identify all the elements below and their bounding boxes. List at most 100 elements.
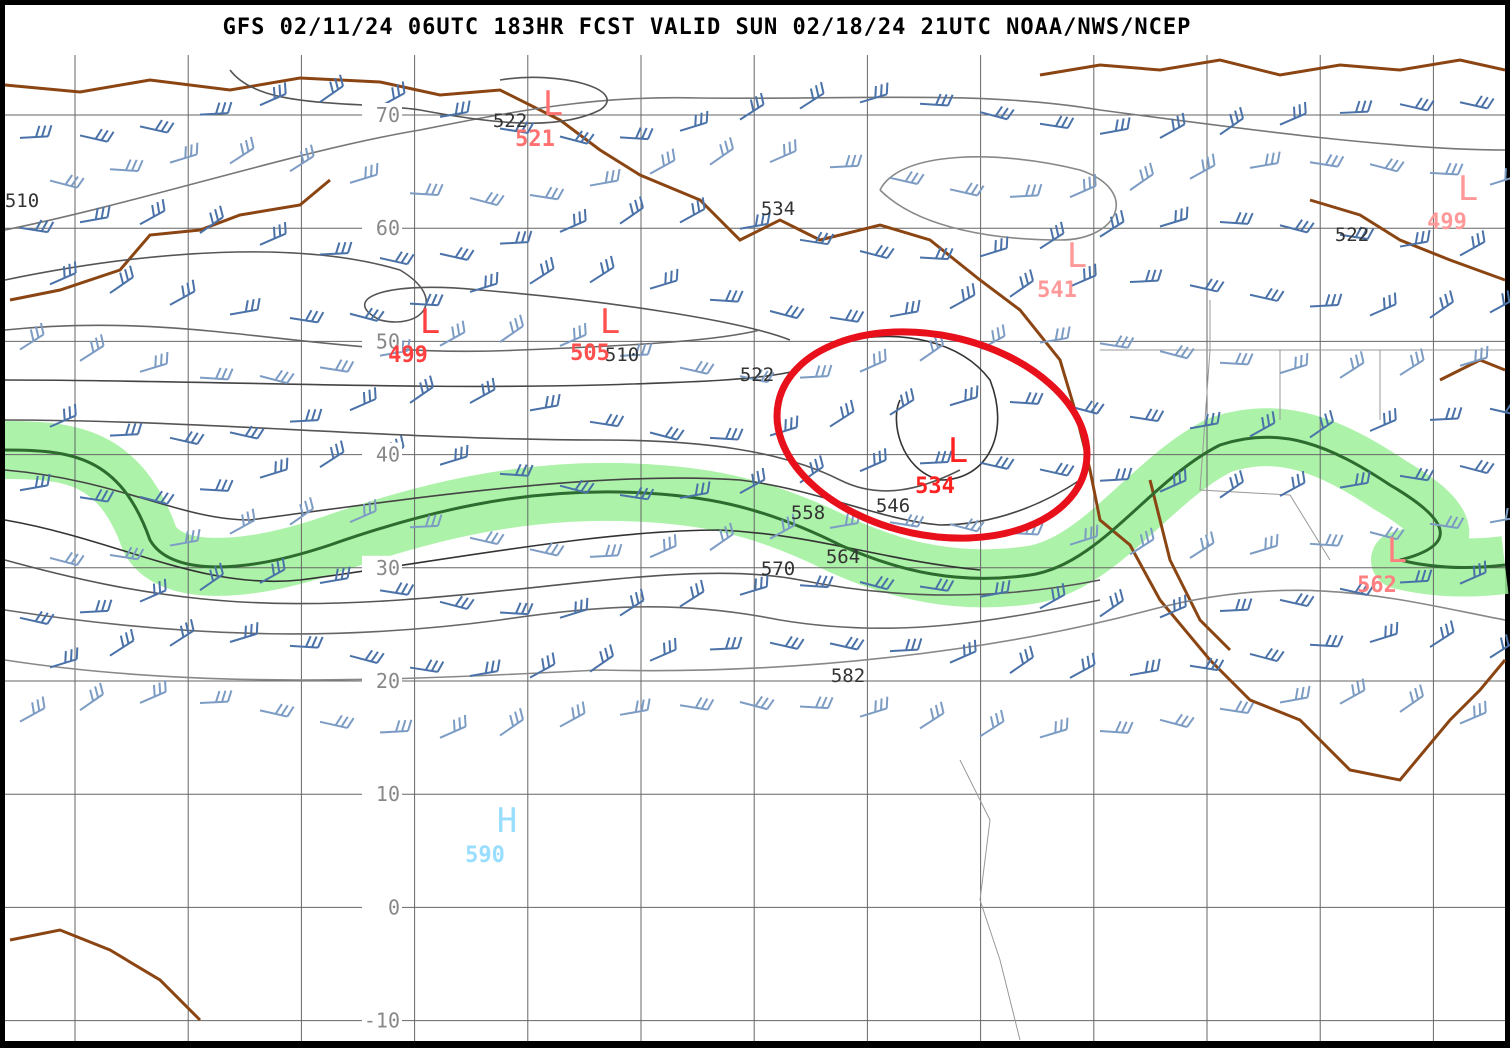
barb-flag xyxy=(1000,238,1003,250)
barb-flag xyxy=(917,638,923,650)
barb-flag xyxy=(190,432,199,444)
barb-shaft xyxy=(169,539,198,547)
barb-flag xyxy=(1325,634,1332,647)
barb-flag xyxy=(272,87,276,99)
barb-flag xyxy=(424,378,430,391)
barb-flag xyxy=(1178,597,1182,609)
wind-barb xyxy=(859,244,895,260)
wind-barb xyxy=(1339,351,1365,379)
barb-flag xyxy=(341,241,347,254)
barb-flag xyxy=(362,504,366,516)
barb-flag xyxy=(515,463,522,476)
barb-flag xyxy=(1084,528,1087,540)
barb-flag xyxy=(305,409,311,422)
barb-flag xyxy=(1206,156,1211,169)
barb-flag xyxy=(129,265,134,278)
barb-flag xyxy=(1114,213,1120,226)
barb-flag xyxy=(724,525,730,538)
wind-barb xyxy=(1309,154,1345,168)
barb-flag xyxy=(1174,344,1183,356)
barb-flag xyxy=(281,557,286,570)
barb-flag xyxy=(571,707,576,720)
barb-shaft xyxy=(439,600,468,610)
wind-barb xyxy=(199,690,233,705)
wind-barb xyxy=(889,170,925,185)
wind-barb xyxy=(799,231,835,246)
barb-shaft xyxy=(949,396,978,407)
barb-flag xyxy=(947,247,954,260)
barb-flag xyxy=(101,599,107,612)
wind-barb xyxy=(1309,409,1334,439)
barb-shaft xyxy=(1369,632,1398,644)
height-contour xyxy=(4,251,791,341)
wind-barb xyxy=(1399,569,1433,584)
wind-barb xyxy=(199,101,233,116)
barb-flag xyxy=(604,413,613,425)
barb-flag xyxy=(827,364,833,377)
wind-barb xyxy=(1159,594,1187,619)
barb-flag xyxy=(964,182,973,194)
barb-flag xyxy=(391,87,396,100)
barb-flag xyxy=(184,146,187,158)
barb-flag xyxy=(725,289,732,302)
barb-flag xyxy=(437,514,443,527)
wind-barb xyxy=(1309,293,1343,308)
barb-flag xyxy=(756,470,761,483)
wind-barb xyxy=(1369,526,1405,541)
wind-barb xyxy=(439,246,475,261)
barb-flag xyxy=(154,490,163,502)
barb-shaft xyxy=(469,388,496,404)
wind-barb xyxy=(259,557,286,584)
wind-barb xyxy=(769,139,797,164)
barb-shaft xyxy=(1339,587,1368,596)
barb-shaft xyxy=(1039,728,1068,739)
barb-flag xyxy=(339,74,344,87)
barb-flag xyxy=(1185,206,1189,219)
map-title: GFS 02/11/24 06UTC 183HR FCST VALID SUN … xyxy=(223,15,1192,40)
barb-flag xyxy=(551,652,556,665)
barb-flag xyxy=(724,140,730,153)
barb-flag xyxy=(1480,347,1483,360)
barb-shaft xyxy=(439,725,467,739)
barb-flag xyxy=(515,231,521,244)
barb-shaft xyxy=(1489,516,1510,524)
wind-barb xyxy=(1009,391,1044,405)
barb-flag xyxy=(1300,686,1305,699)
wind-barb xyxy=(559,479,595,494)
wind-barb xyxy=(229,425,265,440)
barb-flag xyxy=(515,602,522,614)
wind-barb xyxy=(829,309,865,323)
barb-flag xyxy=(1095,524,1099,537)
wind-barb xyxy=(619,127,654,141)
barb-flag xyxy=(76,554,85,566)
barb-shaft xyxy=(499,611,529,616)
wind-barb xyxy=(1159,112,1186,139)
barb-shaft xyxy=(1159,718,1188,728)
barb-shaft xyxy=(709,647,739,651)
barb-flag xyxy=(899,394,905,407)
barb-shaft xyxy=(1399,240,1428,248)
barb-shaft xyxy=(439,455,468,466)
wind-barb xyxy=(1099,720,1134,734)
barb-flag xyxy=(1239,470,1244,482)
barb-flag xyxy=(1156,658,1161,671)
wind-barb xyxy=(679,360,715,375)
barb-flag xyxy=(125,159,132,171)
barb-shaft xyxy=(19,226,48,234)
barb-flag xyxy=(610,414,619,426)
wind-barb xyxy=(1249,287,1285,302)
wind-barb xyxy=(559,208,587,233)
barb-flag xyxy=(934,336,940,349)
barb-shaft xyxy=(1189,284,1218,293)
barb-flag xyxy=(550,394,555,407)
wind-barb xyxy=(949,518,985,533)
barb-flag xyxy=(1096,403,1105,415)
wind-barb xyxy=(1219,470,1244,499)
barb-shaft xyxy=(1189,164,1216,180)
barb-flag xyxy=(1414,687,1420,700)
barb-flag xyxy=(466,249,475,261)
wind-barb xyxy=(1279,353,1309,375)
barb-flag xyxy=(754,578,757,591)
barb-flag xyxy=(311,408,317,421)
barb-shaft xyxy=(559,484,588,494)
